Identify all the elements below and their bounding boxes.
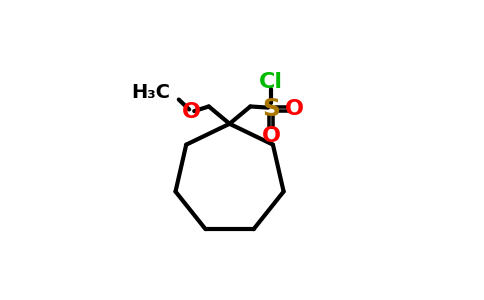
Text: O: O xyxy=(285,99,304,119)
Text: H₃C: H₃C xyxy=(132,83,171,102)
Text: S: S xyxy=(262,97,280,121)
Text: Cl: Cl xyxy=(259,72,283,92)
Text: O: O xyxy=(262,126,281,146)
Text: O: O xyxy=(182,102,201,122)
